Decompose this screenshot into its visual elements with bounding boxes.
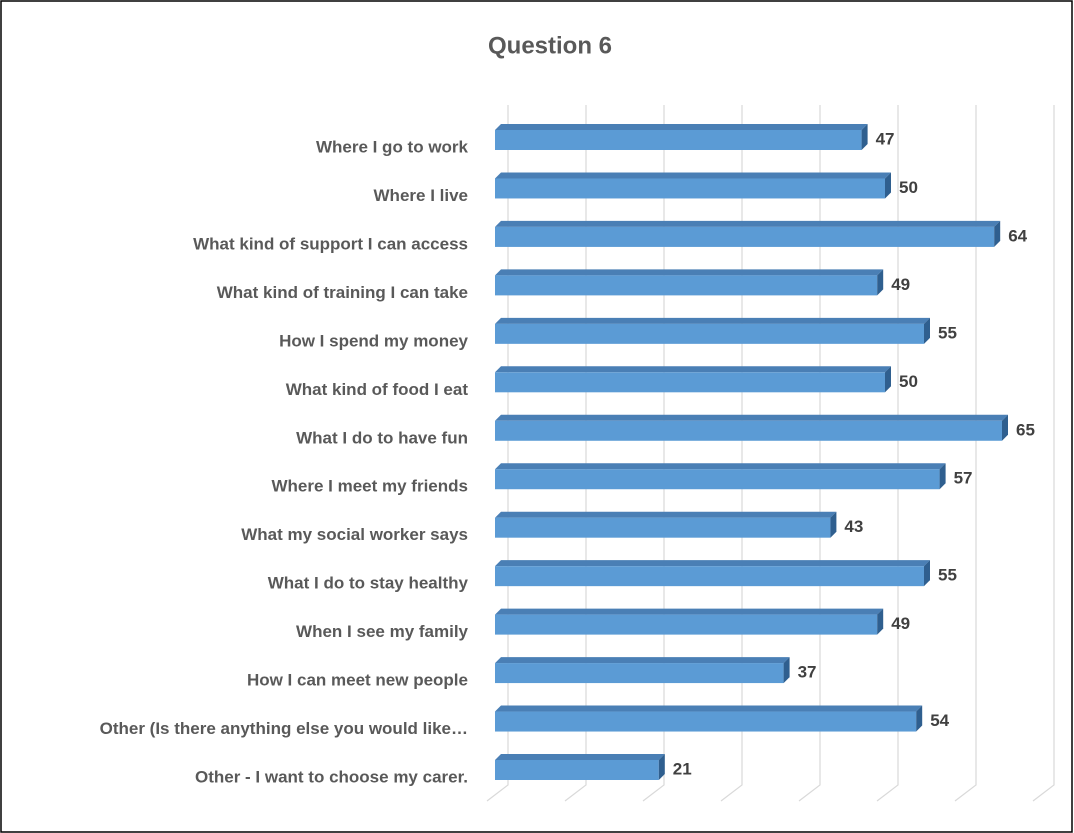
value-label: 37: [798, 663, 817, 682]
bar-side: [877, 269, 884, 296]
bar-side: [916, 705, 923, 732]
y-tick-label: What kind of food I eat: [286, 380, 469, 399]
bar: [495, 614, 878, 635]
bar-top: [495, 608, 884, 615]
y-tick-label: Where I go to work: [316, 137, 469, 156]
value-label: 43: [844, 517, 863, 536]
y-tick-label: How I can meet new people: [247, 671, 468, 690]
y-tick-label: Where I live: [374, 186, 468, 205]
bar: [495, 323, 924, 344]
y-tick-label: What kind of training I can take: [217, 283, 468, 302]
bar: [495, 469, 940, 490]
bar-side: [994, 220, 1001, 247]
bar-side: [885, 172, 891, 199]
bar-top: [495, 269, 884, 276]
bar-top: [495, 366, 891, 373]
bar: [495, 178, 885, 199]
bar-top: [495, 705, 923, 712]
bar-side: [939, 463, 946, 490]
grid-line: [1032, 105, 1055, 802]
value-label: 55: [938, 323, 957, 342]
value-label: 49: [891, 614, 910, 633]
bar: [495, 663, 784, 684]
bar: [495, 420, 1002, 441]
bar-side: [861, 124, 868, 150]
value-label: 21: [673, 759, 692, 778]
bar-side: [830, 511, 837, 538]
y-tick-label: Other (Is there anything else you would …: [100, 719, 468, 738]
bar: [495, 275, 878, 296]
grid-line: [954, 105, 977, 802]
value-label: 50: [899, 372, 918, 391]
bar: [495, 711, 917, 732]
value-label: 64: [1008, 226, 1027, 245]
bar-top: [495, 560, 930, 567]
bar-top: [495, 220, 1001, 227]
y-tick-label: Other - I want to choose my carer.: [195, 767, 468, 786]
bar-side: [1002, 414, 1008, 441]
value-label: 50: [899, 178, 918, 197]
bar: [495, 372, 885, 393]
bar-side: [924, 560, 930, 587]
bar-top: [495, 754, 665, 760]
value-label: 47: [876, 129, 895, 148]
bar: [495, 566, 924, 587]
y-tick-label: When I see my family: [296, 622, 468, 641]
y-tick-label: How I spend my money: [279, 331, 468, 350]
bar-side: [658, 754, 665, 780]
value-label: 54: [930, 711, 949, 730]
y-tick-label: What my social worker says: [241, 525, 468, 544]
y-tick-label: What I do to stay healthy: [268, 574, 469, 593]
bar-side: [783, 657, 790, 684]
y-tick-label: What kind of support I can access: [193, 234, 468, 253]
value-label: 57: [954, 469, 973, 488]
bar-top: [495, 317, 930, 324]
y-tick-label: What I do to have fun: [296, 428, 468, 447]
bar: [495, 130, 862, 150]
chart-title: Question 6: [488, 32, 612, 59]
bar-top: [495, 124, 868, 130]
bar: [495, 226, 995, 247]
bar: [495, 760, 659, 780]
bar-top: [495, 511, 837, 518]
bar-side: [924, 317, 930, 344]
value-label: 65: [1016, 420, 1035, 439]
bar: [495, 517, 831, 538]
bar-top: [495, 414, 1008, 421]
value-label: 49: [891, 275, 910, 294]
bar-top: [495, 463, 946, 470]
bar-top: [495, 172, 891, 179]
bar-top: [495, 657, 790, 664]
bar-side: [885, 366, 891, 393]
value-label: 55: [938, 566, 957, 585]
y-tick-label: Where I meet my friends: [271, 477, 468, 496]
bar-side: [877, 608, 884, 635]
